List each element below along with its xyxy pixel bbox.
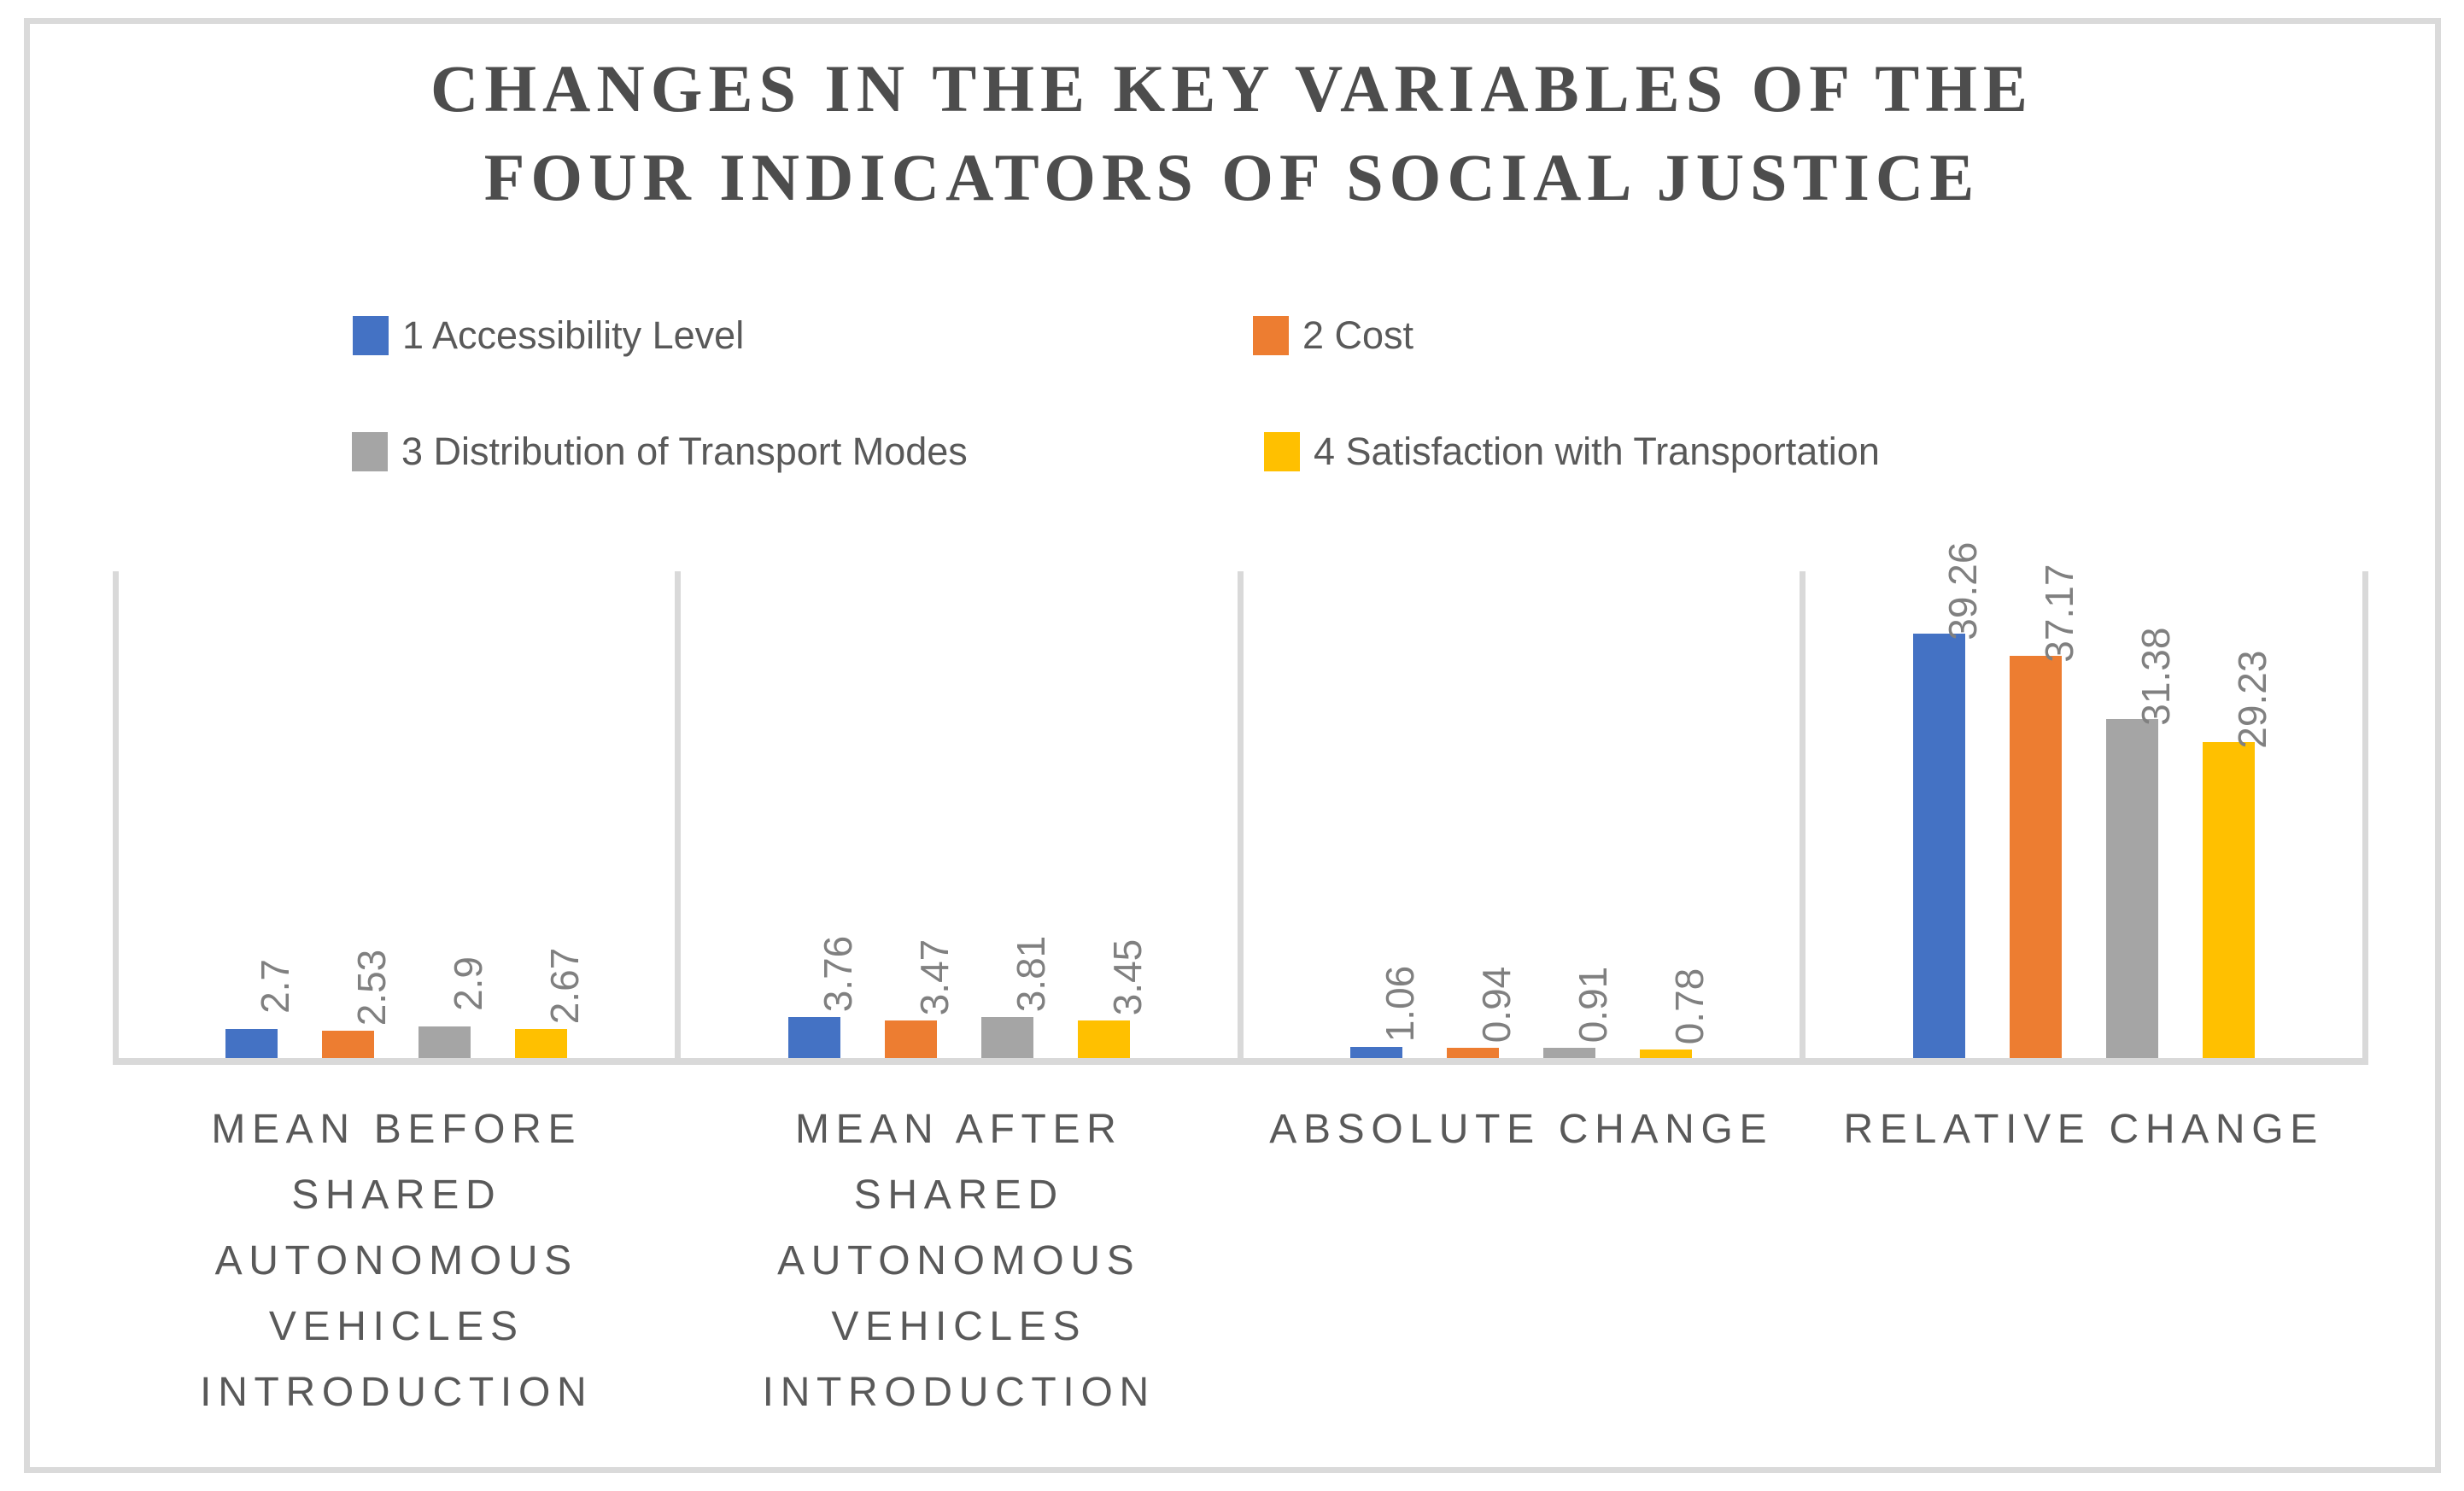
chart-title: CHANGES IN THE KEY VARIABLES OF THE FOUR… [0, 44, 2464, 222]
chart-title-line2: FOUR INDICATORS OF SOCIAL JUSTICE [483, 140, 1981, 214]
data-label: 37.17 [2036, 564, 2081, 663]
data-label: 3.76 [815, 936, 860, 1013]
data-label: 0.91 [1570, 967, 1615, 1044]
data-label: 2.53 [348, 950, 394, 1026]
bar-series4-cat4 [2203, 742, 2255, 1058]
legend-item-cost: 2 Cost [1253, 313, 1414, 357]
legend-label: 2 Cost [1302, 313, 1414, 357]
legend-item-satisfaction-with-transportation: 4 Satisfaction with Transportation [1264, 430, 1880, 473]
category-label-line: AUTONOMOUS [214, 1238, 578, 1283]
bar-series4-cat3 [1640, 1050, 1692, 1058]
category-label-line: VEHICLES [268, 1304, 524, 1349]
category-label-line: ABSOLUTE CHANGE [1269, 1107, 1774, 1152]
category-label-line: MEAN AFTER [794, 1107, 1123, 1152]
category-label-line: INTRODUCTION [200, 1370, 594, 1415]
category-separator-line [112, 571, 119, 1065]
data-label: 3.45 [1104, 939, 1150, 1016]
category-separator-line [675, 571, 681, 1065]
x-axis-line [112, 1058, 2368, 1065]
legend-label: 1 Accessibility Level [402, 313, 745, 357]
data-label: 0.94 [1473, 967, 1519, 1044]
data-label: 29.23 [2229, 650, 2274, 749]
category-label: ABSOLUTE CHANGE [1240, 1096, 1803, 1162]
data-label: 3.47 [911, 939, 957, 1016]
data-label: 1.06 [1377, 966, 1422, 1043]
category-label-line: SHARED [853, 1172, 1064, 1218]
bar-series4-cat1 [515, 1029, 567, 1058]
data-label: 2.67 [541, 948, 587, 1025]
data-label: 39.26 [1940, 541, 1985, 640]
chart-border [24, 18, 2441, 1473]
data-label: 2.7 [252, 959, 297, 1014]
bar-series2-cat4 [2010, 656, 2062, 1058]
legend-swatch-icon [1264, 432, 1300, 471]
category-separator-line [1237, 571, 1244, 1065]
category-label-line: MEAN BEFORE [211, 1107, 582, 1152]
category-label-line: SHARED [291, 1172, 502, 1218]
legend-item-accessibility-level: 1 Accessibility Level [353, 313, 745, 357]
category-label-line: INTRODUCTION [762, 1370, 1156, 1415]
category-label: MEAN AFTER SHARED AUTONOMOUS VEHICLES INTROD… [678, 1096, 1241, 1425]
legend-label: 4 Satisfaction with Transportation [1314, 430, 1880, 473]
bar-series2-cat3 [1447, 1048, 1499, 1058]
category-label: RELATIVE CHANGE [1803, 1096, 2366, 1162]
category-label-line: RELATIVE CHANGE [1843, 1107, 2324, 1152]
category-separator-line [1800, 571, 1806, 1065]
bar-series1-cat4 [1913, 634, 1965, 1058]
bar-series4-cat2 [1078, 1020, 1130, 1058]
data-label: 3.81 [1008, 936, 1053, 1013]
bar-series3-cat2 [981, 1017, 1033, 1058]
category-separator-line [2362, 571, 2368, 1065]
bar-series3-cat1 [418, 1026, 471, 1058]
legend-swatch-icon [352, 432, 388, 471]
data-label: 31.38 [2133, 627, 2178, 726]
bar-series1-cat3 [1350, 1047, 1402, 1058]
legend-item-distribution-of-transport-modes: 3 Distribution of Transport Modes [352, 430, 968, 473]
data-label: 2.9 [445, 956, 490, 1011]
chart-title-line1: CHANGES IN THE KEY VARIABLES OF THE [430, 51, 2034, 126]
bar-series1-cat1 [225, 1029, 278, 1058]
bar-series2-cat2 [885, 1020, 937, 1058]
legend-swatch-icon [353, 316, 389, 355]
legend-label: 3 Distribution of Transport Modes [401, 430, 968, 473]
category-label-line: AUTONOMOUS [777, 1238, 1141, 1283]
bar-series3-cat4 [2106, 719, 2158, 1058]
category-label-line: VEHICLES [831, 1304, 1087, 1349]
legend-swatch-icon [1253, 316, 1289, 355]
category-label: MEAN BEFORE SHARED AUTONOMOUS VEHICLES INTRO… [115, 1096, 678, 1425]
bar-series1-cat2 [788, 1017, 840, 1058]
bar-series3-cat3 [1543, 1048, 1595, 1058]
data-label: 0.78 [1666, 968, 1712, 1045]
bar-series2-cat1 [322, 1031, 374, 1058]
